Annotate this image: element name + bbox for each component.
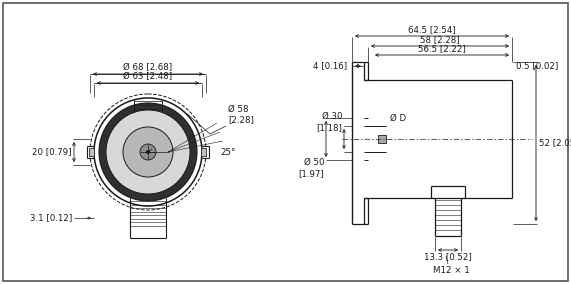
- Text: 25°: 25°: [220, 148, 235, 157]
- Bar: [201, 148, 206, 156]
- Circle shape: [99, 103, 197, 201]
- Text: 56.5 [2.22]: 56.5 [2.22]: [418, 44, 466, 53]
- Circle shape: [140, 144, 156, 160]
- Circle shape: [106, 110, 190, 194]
- Text: 3.1 [0.12]: 3.1 [0.12]: [30, 214, 72, 222]
- Text: 64.5 [2.54]: 64.5 [2.54]: [408, 25, 456, 34]
- Circle shape: [146, 150, 150, 154]
- Bar: [378, 135, 386, 143]
- Text: 20 [0.79]: 20 [0.79]: [33, 147, 72, 156]
- Text: 58 [2.28]: 58 [2.28]: [420, 35, 460, 44]
- Text: M12 × 1: M12 × 1: [433, 266, 470, 275]
- Text: Ø 58
[2.28]: Ø 58 [2.28]: [228, 105, 254, 124]
- Text: Ø 63 [2.48]: Ø 63 [2.48]: [123, 72, 172, 81]
- Text: Ø 68 [2.68]: Ø 68 [2.68]: [123, 63, 172, 72]
- Bar: [89, 148, 94, 156]
- Text: 13.3 [0.52]: 13.3 [0.52]: [424, 252, 472, 261]
- Text: Ø D: Ø D: [390, 114, 406, 123]
- Circle shape: [123, 127, 173, 177]
- Text: Ø 50
[1.97]: Ø 50 [1.97]: [298, 158, 324, 178]
- Text: 52 [2.05]: 52 [2.05]: [539, 139, 571, 147]
- Text: 0.5 [0.02]: 0.5 [0.02]: [516, 62, 558, 70]
- Text: Ø 30
[1.18]: Ø 30 [1.18]: [316, 112, 342, 132]
- Text: 4 [0.16]: 4 [0.16]: [313, 62, 347, 70]
